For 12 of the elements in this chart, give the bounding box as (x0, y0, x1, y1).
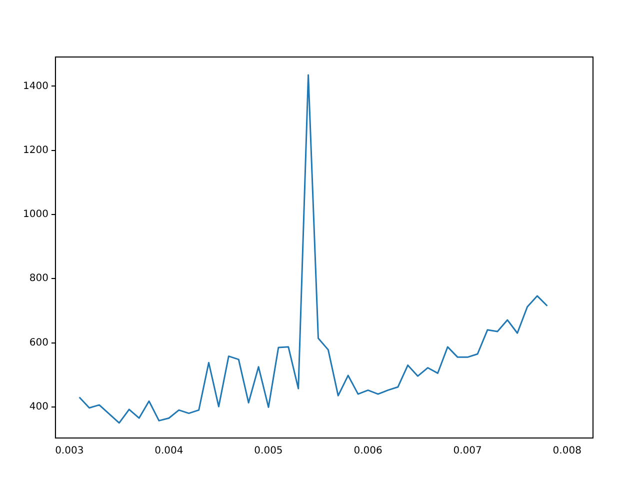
x-tick-label: 0.008 (552, 446, 582, 457)
y-tick-label: 400 (29, 401, 48, 412)
y-tick-label: 1000 (22, 209, 48, 220)
y-tick-label: 1400 (22, 80, 48, 92)
x-tick-label: 0.004 (154, 446, 184, 457)
y-tick-label: 600 (29, 337, 48, 348)
x-tick-label: 0.003 (55, 446, 84, 457)
y-tick-label: 800 (29, 273, 48, 284)
x-tick-label: 0.006 (354, 446, 382, 457)
x-tick-label: 0.007 (453, 446, 482, 457)
y-tick-label: 1200 (22, 144, 48, 156)
x-tick-label: 0.005 (254, 446, 283, 457)
